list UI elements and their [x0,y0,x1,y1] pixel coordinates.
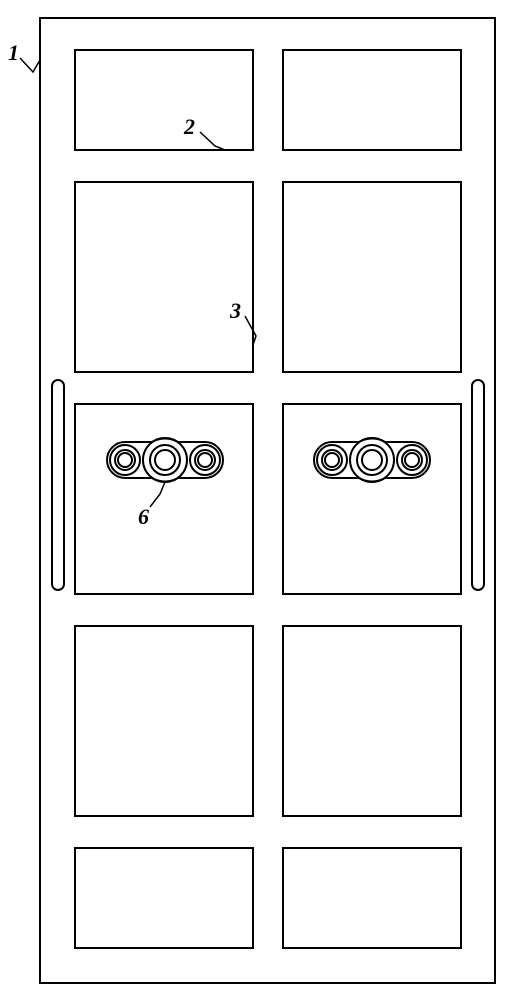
label-6: 6 [138,504,149,529]
label-1: 1 [8,40,19,65]
label-3: 3 [229,298,241,323]
label-2: 2 [183,114,195,139]
